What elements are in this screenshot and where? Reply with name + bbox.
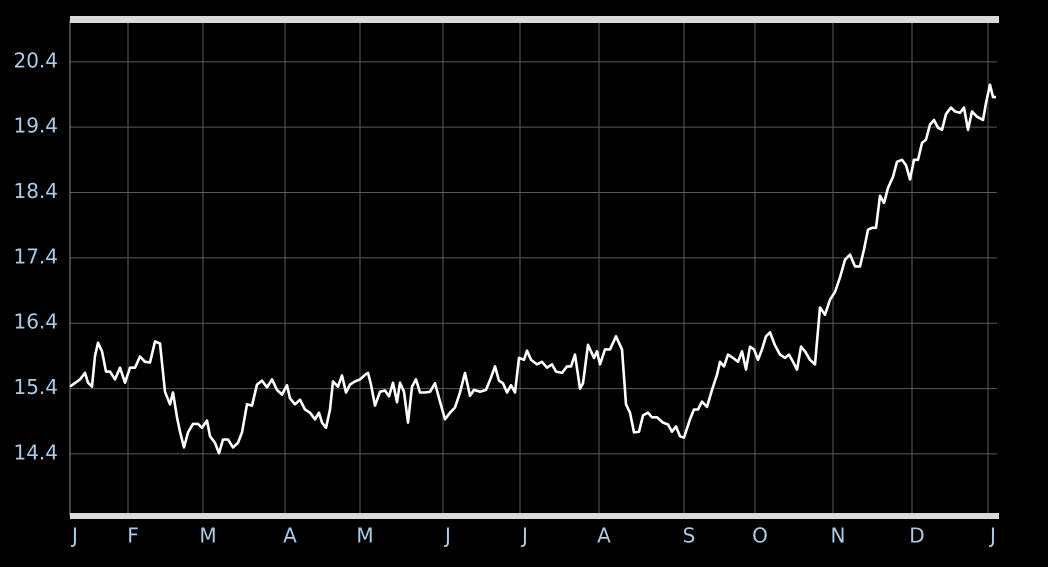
x-tick-label: F [127,524,139,548]
x-tick-label: A [283,524,297,548]
x-tick-label: O [752,524,768,548]
x-tick-label: M [356,524,373,548]
y-tick-label: 16.4 [13,310,58,334]
x-tick-label: J [70,524,78,548]
y-tick-label: 18.4 [13,179,58,203]
top-border [70,16,999,23]
x-tick-label: J [443,524,451,548]
price-line [69,83,996,455]
x-tick-label: N [831,524,846,548]
x-tick-label: J [520,524,528,548]
y-tick-label: 19.4 [13,114,58,138]
y-tick-label: 15.4 [13,375,58,399]
x-tick-label: J [988,524,996,548]
y-tick-label: 14.4 [13,440,58,464]
y-tick-label: 17.4 [13,244,58,268]
bottom-border [70,513,999,519]
x-tick-label: D [909,524,924,548]
x-tick-label: A [597,524,611,548]
y-tick-label: 20.4 [13,48,58,72]
x-tick-label: S [683,524,696,548]
x-tick-label: M [199,524,216,548]
